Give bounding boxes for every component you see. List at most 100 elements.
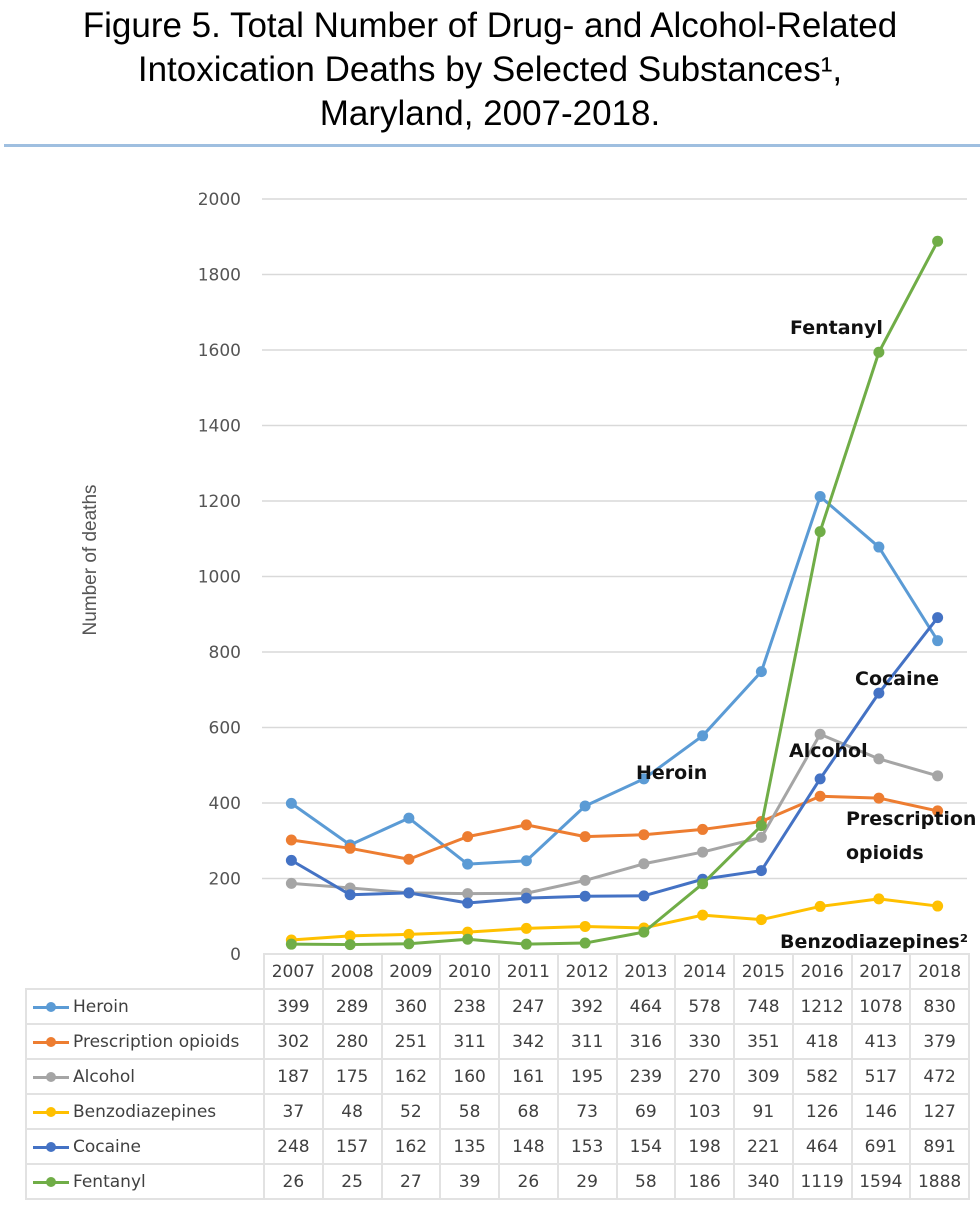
y-tick-label: 1400: [198, 417, 241, 437]
data-point: [403, 928, 415, 940]
x-tick-label: 2008: [321, 953, 383, 990]
data-label: 418: [791, 1023, 853, 1060]
data-point: [462, 888, 474, 900]
data-point: [814, 490, 826, 502]
data-label: 342: [498, 1023, 559, 1060]
data-point: [285, 877, 297, 889]
data-label: 39: [439, 1163, 500, 1200]
data-label: 748: [733, 988, 794, 1025]
data-label: 582: [791, 1058, 853, 1095]
series-annotations: Fentanyl Heroin Cocaine Alcohol Prescrip…: [636, 317, 976, 953]
data-label: 302: [263, 1023, 324, 1060]
table-row: Cocaine 248 157 162 135 148 153 154 198 221 464 691…: [25, 1128, 970, 1165]
figure-title: Figure 5. Total Number of Drug- and Alco…: [0, 4, 980, 136]
data-label: 360: [380, 988, 442, 1025]
data-point: [520, 855, 532, 867]
data-label: 26: [263, 1163, 324, 1200]
title-line-1: Figure 5. Total Number of Drug- and Alco…: [82, 6, 898, 45]
data-point: [814, 790, 826, 802]
table-row: Alcohol 187 175 162 160 161 195 239 270 309 582 517…: [25, 1058, 970, 1095]
data-label: 195: [556, 1058, 618, 1095]
series-line: [291, 897, 938, 942]
y-tick-label: 1600: [198, 341, 241, 361]
data-point: [755, 666, 767, 678]
data-point: [403, 812, 415, 824]
legend-line-marker-icon: [31, 1176, 71, 1188]
annotation-opioids: opioids: [846, 842, 924, 864]
title-line-2: Intoxication Deaths by Selected Substanc…: [137, 50, 843, 89]
x-tick-label: 2014: [674, 953, 735, 990]
table-row: Fentanyl 26 25 27 39 26 29 58 186 340 1119 1594 1888: [25, 1163, 970, 1200]
data-label: 68: [498, 1093, 559, 1130]
series-fentanyl: [285, 235, 944, 951]
data-label: 73: [556, 1093, 618, 1130]
series-lines: [285, 235, 944, 951]
data-point: [932, 612, 944, 624]
data-point: [873, 792, 885, 804]
gridlines: [262, 198, 967, 880]
data-label: 186: [674, 1163, 735, 1200]
annotation-benzodiazepines: Benzodiazepines²: [780, 931, 968, 953]
data-label: 238: [439, 988, 500, 1025]
data-label: 69: [615, 1093, 677, 1130]
data-label: 316: [615, 1023, 677, 1060]
data-point: [285, 938, 297, 950]
data-label: 161: [498, 1058, 559, 1095]
legend-entry: Cocaine: [25, 1128, 265, 1165]
series-heroin: [285, 490, 944, 870]
data-point: [814, 900, 826, 912]
data-point: [697, 823, 709, 835]
data-point: [462, 933, 474, 945]
data-label: 146: [850, 1093, 912, 1130]
data-label: 311: [556, 1023, 618, 1060]
data-label: 413: [850, 1023, 912, 1060]
legend-entry: Fentanyl: [25, 1163, 265, 1200]
y-tick-label: 400: [209, 794, 241, 814]
data-label: 58: [439, 1093, 500, 1130]
data-label: 270: [674, 1058, 735, 1095]
data-label: 126: [791, 1093, 853, 1130]
x-tick-label: 2015: [733, 953, 794, 990]
data-label: 330: [674, 1023, 735, 1060]
data-point: [403, 853, 415, 865]
data-point: [344, 930, 356, 942]
legend-entry: Benzodiazepines: [25, 1093, 265, 1130]
data-label: 58: [615, 1163, 677, 1200]
data-point: [697, 846, 709, 858]
y-tick-label: 1800: [198, 266, 241, 286]
data-label: 48: [321, 1093, 383, 1130]
data-label: 239: [615, 1058, 677, 1095]
legend-line-marker-icon: [31, 1001, 71, 1013]
legend-line-marker-icon: [31, 1106, 71, 1118]
series-benzodiazepines: [285, 893, 944, 946]
data-point: [579, 937, 591, 949]
data-point: [344, 889, 356, 901]
title-divider: [4, 144, 980, 147]
data-point: [932, 635, 944, 647]
series-line: [290, 616, 939, 905]
data-point: [932, 770, 944, 782]
y-tick-label: 1000: [198, 568, 241, 588]
legend-entry: Heroin: [25, 988, 265, 1025]
data-label: 392: [556, 988, 618, 1025]
x-tick-label: 2012: [556, 953, 618, 990]
data-point: [579, 874, 591, 886]
legend-entry: Alcohol: [25, 1058, 265, 1095]
data-label: 26: [498, 1163, 559, 1200]
legend-entry: Prescription opioids: [25, 1023, 265, 1060]
data-label: 1888: [909, 1163, 970, 1200]
data-point: [638, 858, 650, 870]
data-point: [403, 938, 415, 950]
series-cocaine: [285, 612, 944, 909]
y-tick-label: 2000: [198, 190, 241, 210]
data-label: 251: [380, 1023, 442, 1060]
data-label: 311: [439, 1023, 500, 1060]
data-label: 1078: [850, 988, 912, 1025]
annotation-fentanyl: Fentanyl: [790, 317, 883, 339]
data-label: 578: [674, 988, 735, 1025]
data-label: 187: [263, 1058, 324, 1095]
data-label: 154: [615, 1128, 677, 1165]
y-tick-label: 600: [209, 719, 241, 739]
data-point: [520, 819, 532, 831]
series-line: [291, 240, 939, 947]
